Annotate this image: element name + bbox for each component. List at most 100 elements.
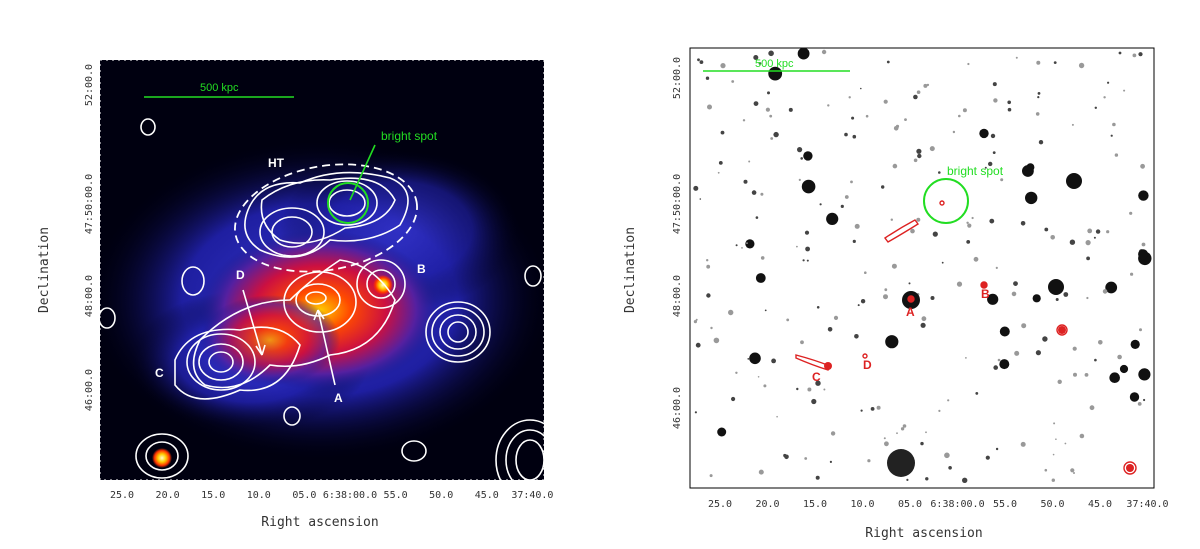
optical-source (1020, 441, 1026, 447)
bright-spot-label: bright spot (947, 164, 1004, 178)
optical-source (742, 119, 746, 122)
optical-source (749, 352, 761, 365)
optical-source (776, 415, 778, 418)
optical-source (769, 114, 773, 118)
optical-source (800, 340, 804, 345)
optical-source (717, 427, 727, 437)
optical-source (1035, 112, 1040, 116)
x-tick-label: 50.0 (429, 490, 453, 501)
optical-source (801, 179, 816, 194)
optical-source (999, 326, 1010, 337)
optical-source (1141, 242, 1146, 247)
x-tick-label: 37:40.0 (511, 490, 553, 501)
y-tick-label: 46:00.0 (672, 387, 683, 429)
optical-source (904, 118, 907, 121)
optical-source (710, 326, 713, 330)
optical-source (731, 396, 736, 402)
optical-source (1055, 438, 1057, 441)
optical-source (709, 474, 713, 478)
x-tick-label: 45.0 (475, 490, 499, 501)
left-x-tick-labels: 25.0 20.0 15.0 10.0 05.0 6:38:00.0 55.0 50.0 45.… (110, 490, 554, 501)
optical-source (917, 153, 922, 159)
optical-source (985, 455, 990, 460)
optical-source (699, 60, 704, 64)
optical-source (1110, 134, 1113, 137)
optical-source (741, 247, 743, 249)
optical-source (913, 158, 918, 163)
optical-source (1000, 178, 1004, 182)
optical-source (1137, 402, 1142, 406)
optical-source (920, 322, 926, 328)
optical-source (1055, 298, 1059, 301)
optical-source (967, 223, 972, 228)
optical-source (1138, 190, 1149, 201)
optical-source (788, 107, 793, 112)
optical-source (1086, 256, 1090, 261)
x-tick-label: 45.0 (1088, 499, 1112, 510)
optical-source (798, 178, 801, 181)
optical-source (753, 55, 759, 60)
optical-source (1051, 478, 1055, 482)
optical-source (867, 459, 871, 463)
optical-source (827, 327, 833, 332)
optical-source (706, 264, 711, 269)
optical-source (876, 405, 881, 410)
x-tick-label: 6:38:00.0 (323, 490, 377, 501)
optical-source (908, 282, 911, 285)
optical-source (993, 365, 998, 370)
optical-source (815, 475, 820, 480)
x-tick-label: 37:40.0 (1126, 499, 1168, 510)
optical-source (1094, 358, 1097, 362)
optical-source (815, 380, 821, 386)
optical-source (1118, 51, 1122, 55)
left-y-tick-labels: 52:00.0 47:50:00.0 48:00.0 46:00.0 (84, 64, 95, 411)
optical-source (743, 179, 748, 184)
optical-source (693, 185, 699, 191)
optical-source (1044, 227, 1049, 232)
y-tick-label: 47:50:00.0 (84, 174, 95, 234)
optical-source (760, 256, 765, 260)
optical-source (797, 48, 810, 60)
x-tick-label: 05.0 (898, 499, 922, 510)
optical-source (803, 151, 813, 161)
optical-source (864, 271, 867, 275)
x-tick-label: 20.0 (156, 490, 180, 501)
optical-source (1064, 442, 1067, 445)
optical-source (763, 384, 767, 388)
optical-source (1007, 107, 1012, 112)
optical-source (805, 246, 810, 252)
optical-source (997, 358, 1001, 362)
optical-source (988, 161, 993, 167)
optical-source (1138, 249, 1149, 260)
optical-source (713, 337, 720, 344)
x-tick-label: 55.0 (384, 490, 408, 501)
optical-source (797, 147, 803, 153)
optical-source (1015, 56, 1018, 59)
optical-source (699, 198, 702, 200)
optical-source (1123, 89, 1126, 92)
optical-source (1087, 228, 1093, 234)
halo-tail-region (234, 163, 418, 273)
optical-source (804, 230, 810, 235)
optical-image-frame (689, 47, 1155, 489)
optical-source (770, 137, 774, 140)
right-panel-optical-image: 500 kpc bright spot A B C D 25.0 20.0 15.0… (623, 47, 1169, 541)
optical-source (1032, 294, 1041, 303)
optical-source (747, 358, 750, 360)
x-tick-label: 10.0 (247, 490, 271, 501)
optical-source (760, 192, 764, 196)
optical-source (1129, 392, 1140, 402)
optical-source (925, 431, 927, 434)
optical-source (767, 91, 770, 95)
x-tick-label: 25.0 (110, 490, 134, 501)
optical-source (1073, 472, 1075, 474)
optical-source (1106, 230, 1110, 234)
optical-source (852, 134, 857, 139)
optical-source (1038, 140, 1044, 145)
optical-source (1079, 433, 1085, 439)
optical-source (758, 62, 762, 65)
x-tick-label: 15.0 (803, 499, 827, 510)
left-panel-xray-image: 500 kpc bright spot HT D B C A 25.0 20.0 1… (37, 59, 554, 530)
optical-source (771, 358, 776, 364)
arrow-d (242, 289, 263, 356)
